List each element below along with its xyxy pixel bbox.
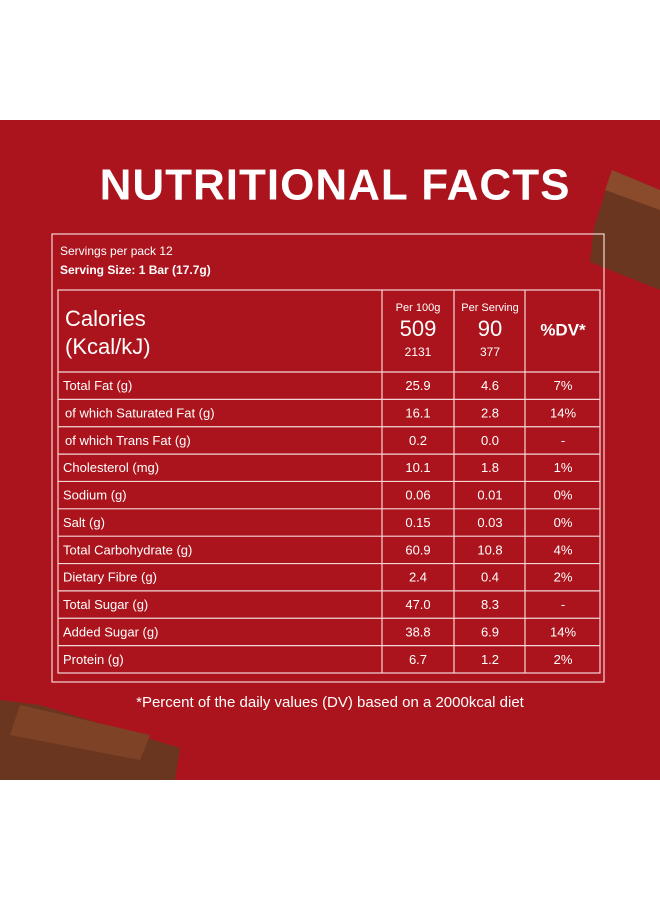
- title: NUTRITIONAL FACTS: [100, 161, 571, 210]
- cell-value: 0%: [554, 488, 573, 503]
- cell-value: 10.8: [477, 542, 502, 557]
- cell-value: 0.15: [405, 515, 430, 530]
- cell-value: 60.9: [405, 542, 430, 557]
- cell-value: 2.8: [481, 405, 499, 420]
- col-head: Per 100g: [396, 302, 441, 314]
- outer-box: [51, 233, 605, 683]
- cell-label: Added Sugar (g): [63, 624, 158, 639]
- red-background: [0, 120, 660, 780]
- chocolate-top: [590, 170, 660, 290]
- cell-value: 8.3: [481, 597, 499, 612]
- cell-value: 4.6: [481, 378, 499, 393]
- cell-value: 14%: [550, 405, 576, 420]
- cell-value: 2%: [554, 652, 573, 667]
- cell-value: 4%: [554, 542, 573, 557]
- cell-value: 0.06: [405, 488, 430, 503]
- cell-label: Total Sugar (g): [63, 597, 148, 612]
- cell-value: 0.03: [477, 515, 502, 530]
- footnote: *Percent of the daily values (DV) based …: [136, 694, 525, 711]
- cell-value: 0.01: [477, 488, 502, 503]
- col-head: Per Serving: [461, 302, 518, 314]
- cell-value: 2%: [554, 570, 573, 585]
- cell-value: 1.8: [481, 460, 499, 475]
- dv-head: %DV*: [540, 320, 586, 339]
- cell-value: 2.4: [409, 570, 427, 585]
- cell-value: 25.9: [405, 378, 430, 393]
- cell-value: -: [561, 597, 565, 612]
- kcal: 90: [478, 316, 502, 341]
- cell-label: Protein (g): [63, 652, 124, 667]
- cell-value: 47.0: [405, 597, 430, 612]
- chocolate-bottom: [0, 700, 180, 780]
- cell-value: 0.0: [481, 433, 499, 448]
- cell-label: Total Carbohydrate (g): [63, 542, 192, 557]
- servings-per-pack: Servings per pack 12: [60, 244, 173, 258]
- serving-size: Serving Size: 1 Bar (17.7g): [60, 263, 211, 277]
- cell-label: Dietary Fibre (g): [63, 570, 157, 585]
- cell-value: 0.4: [481, 570, 499, 585]
- calories-label: Calories: [65, 306, 146, 331]
- cell-value: 1.2: [481, 652, 499, 667]
- cell-value: 10.1: [405, 460, 430, 475]
- cell-label: of which Saturated Fat (g): [65, 405, 215, 420]
- kj: 377: [480, 345, 500, 359]
- cell-label: Sodium (g): [63, 488, 127, 503]
- cell-label: of which Trans Fat (g): [65, 433, 191, 448]
- cell-value: 6.9: [481, 624, 499, 639]
- cell-value: 14%: [550, 624, 576, 639]
- calories-unit: (Kcal/kJ): [65, 334, 151, 359]
- cell-value: 6.7: [409, 652, 427, 667]
- cell-value: 1%: [554, 460, 573, 475]
- cell-label: Salt (g): [63, 515, 105, 530]
- cell-value: 0.2: [409, 433, 427, 448]
- cell-value: 7%: [554, 378, 573, 393]
- kj: 2131: [405, 345, 432, 359]
- cell-label: Total Fat (g): [63, 378, 132, 393]
- kcal: 509: [400, 316, 437, 341]
- cell-value: -: [561, 433, 565, 448]
- cell-value: 0%: [554, 515, 573, 530]
- cell-value: 38.8: [405, 624, 430, 639]
- cell-label: Cholesterol (mg): [63, 460, 159, 475]
- cell-value: 16.1: [405, 405, 430, 420]
